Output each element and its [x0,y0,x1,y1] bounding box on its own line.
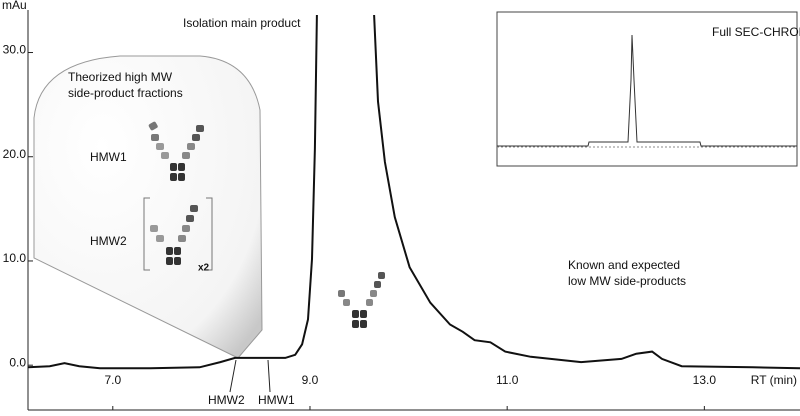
annotation: Isolation main product [183,16,301,30]
x-tick-label: 9.0 [302,373,319,387]
trace [28,15,800,370]
antibody-icon-hmw2 [150,205,198,265]
antibody-icon-hmw1 [148,121,204,181]
annotation: Full SEC-CHROM [712,25,800,39]
annotation: side-product fractions [68,86,183,100]
x-tick-label: 13.0 [693,373,717,387]
annotation: low MW side-products [568,274,686,288]
pointer [267,359,271,393]
annotation: Known and expected [568,258,680,272]
annotation: Theorized high MW [68,70,173,84]
y-tick-label: 10.0 [3,251,27,265]
y-tick-label: 20.0 [3,147,27,161]
y-tick-label: 0.0 [9,355,26,369]
y-axis-label: mAu [2,0,27,12]
annotation: x2 [198,263,210,274]
antibody-icon-main [338,272,385,328]
x-tick-label: 11.0 [496,373,519,387]
annotation: HMW1 [258,393,295,407]
annotation: HMW2 [90,234,127,248]
x-tick-label: 7.0 [104,373,121,387]
x-axis-label: RT (min) [751,373,797,387]
annotation: HMW2 [208,393,245,407]
bracket [143,197,213,271]
inset-frame [496,11,798,167]
callout-bubble [33,55,263,359]
annotation: HMW1 [90,150,127,164]
y-tick-label: 30.0 [3,43,27,57]
pointer [229,359,237,393]
inset-trace [497,34,797,147]
